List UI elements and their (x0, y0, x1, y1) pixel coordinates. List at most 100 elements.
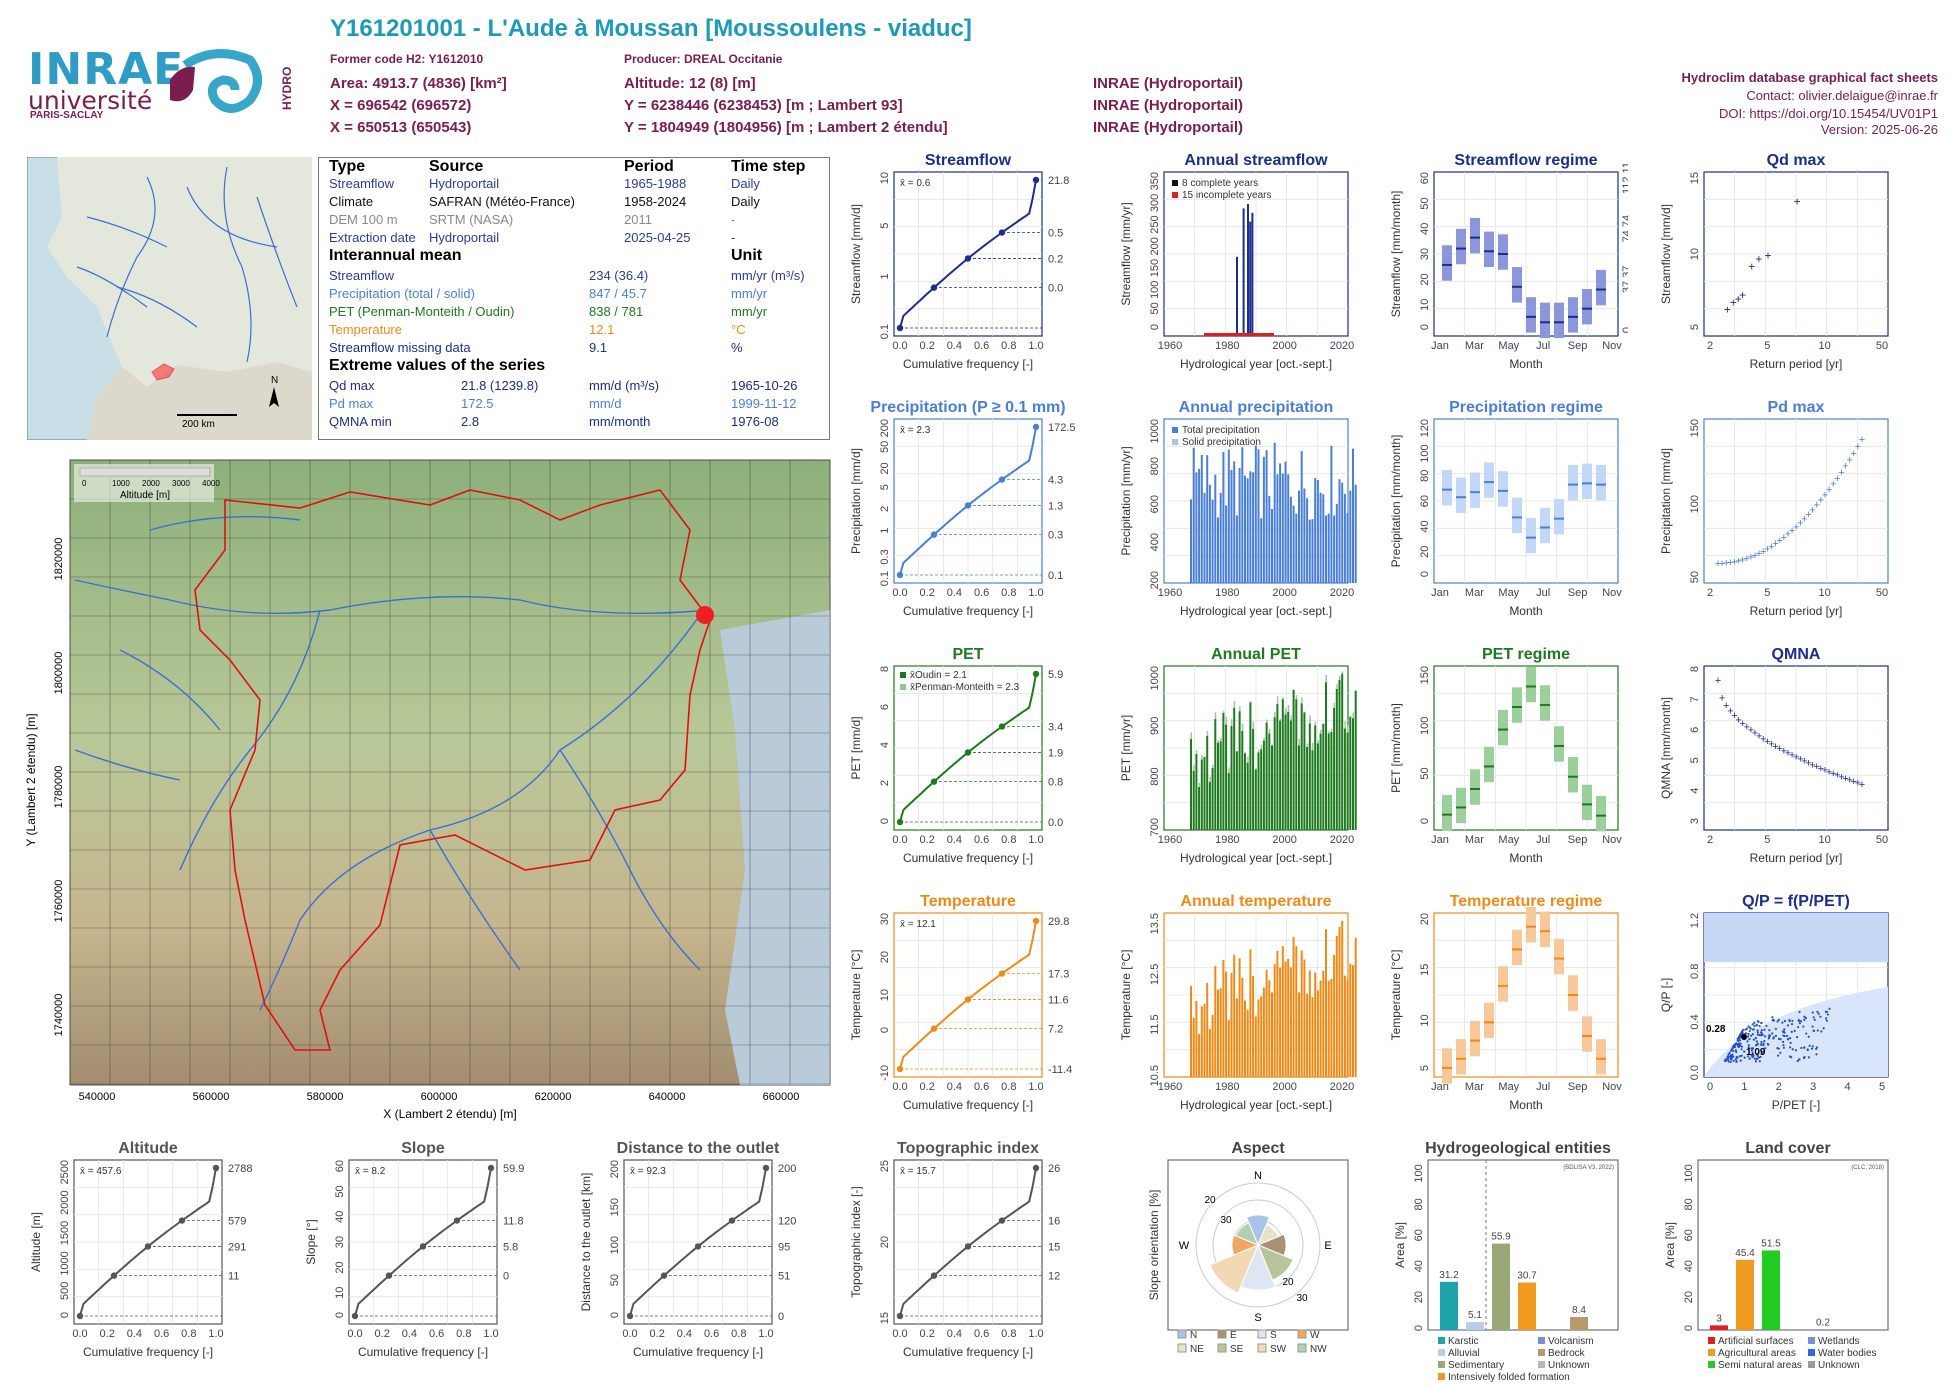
info-cell: - (731, 212, 736, 227)
legend-label: SW (1270, 1344, 1287, 1355)
annual-bar (1192, 770, 1195, 830)
y-tick-label: 4 (1689, 788, 1701, 794)
compass-label: E (1324, 1240, 1331, 1252)
aspect-sector (1231, 1234, 1260, 1256)
scatter-point (1738, 1039, 1742, 1042)
y-tick-label: 20 (1683, 1291, 1695, 1303)
annual-bar (1246, 1009, 1249, 1077)
scatter-point (1729, 1055, 1732, 1058)
legend-swatch (1708, 1337, 1715, 1344)
annual-bar (1254, 1016, 1257, 1077)
quantile-point (964, 502, 972, 509)
freq-point: + (1785, 747, 1791, 759)
annual-bar (1325, 682, 1327, 830)
scatter-point (1747, 1044, 1750, 1047)
annual-bar (1198, 468, 1201, 583)
ring (1232, 1219, 1284, 1271)
chart-title: Topographic index (897, 1140, 1039, 1157)
annual-bar (1349, 716, 1352, 830)
scatter-point (1729, 1054, 1733, 1057)
scatter-point (1782, 1034, 1785, 1037)
bar-value-label: 0.2 (1816, 1318, 1830, 1329)
scatter-point (1763, 1039, 1766, 1043)
y-tick-label: 20 (1413, 1291, 1425, 1303)
annual-bar (1303, 712, 1306, 830)
scatter-point (1732, 1045, 1735, 1048)
quantile-label: 0 (503, 1271, 509, 1283)
info-cell: Qd max (329, 378, 375, 393)
scatter-point (1737, 1036, 1741, 1039)
chart-title: Streamflow regime (1454, 152, 1597, 169)
x-tick-label: 50 (1876, 587, 1888, 599)
y-tick-label: 5 (1689, 757, 1701, 763)
y-axis-label: Precipitation [mm/yr] (1119, 446, 1133, 555)
x-tick-label: Jul (1536, 340, 1550, 352)
plot-frame (1163, 418, 1349, 584)
budyko-zone (1704, 986, 1888, 1077)
legend-swatch (1297, 1329, 1307, 1339)
quantile-point (1032, 917, 1040, 925)
info-cell: % (731, 340, 743, 355)
scatter-point (1755, 1040, 1758, 1043)
scatter-point (1767, 1037, 1770, 1040)
y-tick-label: 200 (609, 1160, 621, 1178)
scatter-point (1724, 1058, 1727, 1061)
scatter-point (1734, 1043, 1737, 1046)
freq-point: + (1724, 303, 1731, 317)
annual-bar (1211, 1014, 1214, 1077)
annual-bar-pm (1244, 751, 1246, 754)
y-tick-label: 50 (1419, 197, 1431, 209)
info-cell: Precipitation (total / solid) (329, 286, 475, 301)
legend-label: x̄Oudin = 2.1 (910, 670, 967, 681)
y-tick-label: 50 (1689, 571, 1701, 583)
scatter-point (1732, 1049, 1735, 1053)
info-cell: 838 / 781 (589, 304, 644, 319)
y-tick-label: 0 (1683, 1325, 1695, 1331)
info-cell: SRTM (NASA) (429, 212, 514, 227)
annual-bar (1217, 989, 1219, 1077)
map-y-tick: 1780000 (53, 766, 65, 809)
x-tick-label: 0.8 (1001, 340, 1016, 352)
freq-point: + (1723, 558, 1729, 570)
annual-bar-pm (1225, 716, 1228, 725)
legend-swatch (1217, 1343, 1227, 1353)
plot-frame (1703, 418, 1889, 584)
mean-label: x̄ = 92.3 (630, 1166, 666, 1177)
y-tick-label: 100 (609, 1236, 621, 1254)
annual-bar (1333, 515, 1336, 583)
info-h-ext: Extreme values of the series (329, 357, 546, 374)
scatter-point (1751, 1056, 1754, 1059)
scatter-point (1803, 1015, 1806, 1018)
scatter-point (1791, 1048, 1794, 1051)
annual-bar-pm (1255, 768, 1257, 770)
annual-bar (1298, 992, 1300, 1077)
quantile-label: 0.0 (1048, 817, 1063, 829)
source-3: INRAE (Hydroportail) (1093, 119, 1243, 136)
x-tick-label: 2020 (1330, 587, 1354, 599)
annual-bar (1203, 756, 1206, 830)
quantile-point (930, 284, 938, 291)
scatter-point (1786, 1024, 1790, 1027)
info-cell: mm/yr (731, 286, 768, 301)
y-tick-label: 50 (609, 1274, 621, 1286)
scatter-point (1730, 1058, 1733, 1061)
qmna-chart: QMNA Return period [yr] QMNA [mm/month] 2 5 1… (1658, 644, 1898, 866)
scatter-point (1748, 1057, 1751, 1060)
regime-box (1540, 685, 1550, 721)
x-tick-label: Jul (1536, 587, 1550, 599)
chart-title: Streamflow (925, 152, 1012, 169)
x-tick-label: Mar (1465, 340, 1484, 352)
freq-point: + (1846, 454, 1852, 466)
scatter-point (1798, 1058, 1801, 1061)
annual-bar (1200, 454, 1203, 583)
annual-bar (1222, 451, 1225, 583)
x-axis-label: Cumulative frequency [-] (83, 1345, 213, 1359)
x-tick-label: 0.4 (947, 1328, 962, 1340)
scatter-point (1730, 1055, 1733, 1058)
y-tick-label: 15 (1689, 172, 1701, 184)
x-tick-label: 4 (1845, 1081, 1851, 1093)
regime-box (1526, 906, 1536, 943)
scatter-point (1740, 1054, 1743, 1057)
scatter-point (1740, 1035, 1743, 1038)
annual-bar (1233, 954, 1236, 1077)
